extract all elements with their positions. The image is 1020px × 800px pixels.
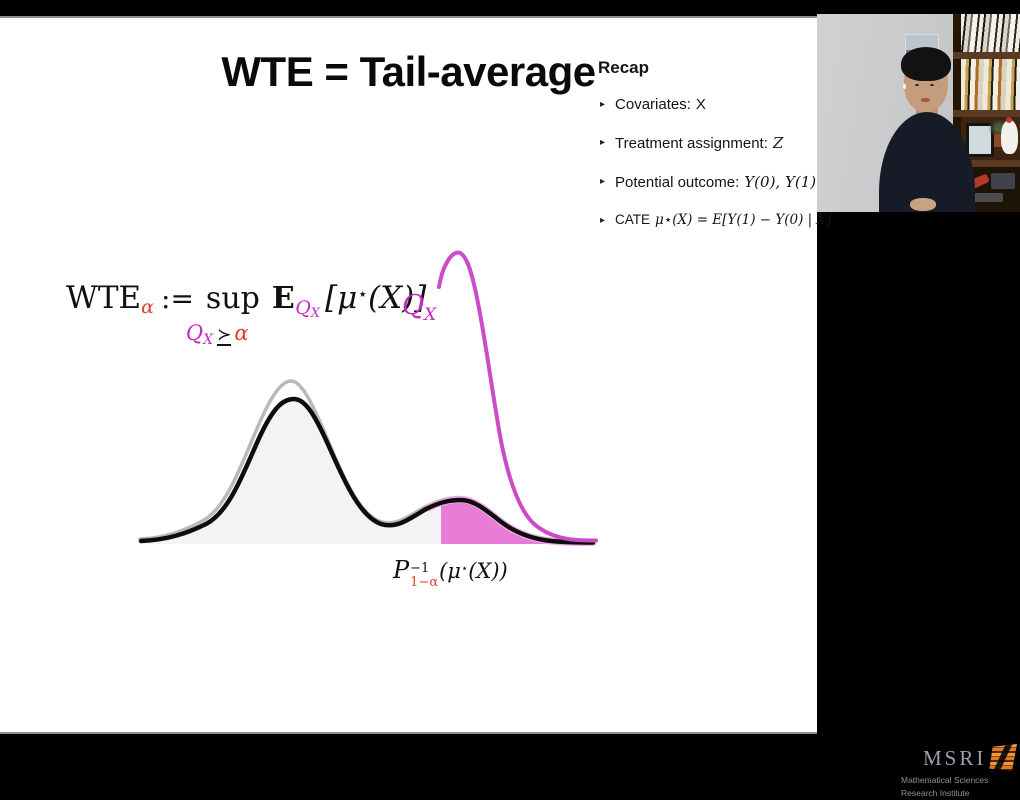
recap-bullet-potential-outcome: ▸ Potential outcome: Y(0), Y(1) [598, 173, 822, 191]
formula-assign: := [161, 282, 194, 315]
shelf-board [953, 110, 1020, 117]
bookshelf-decor-row [961, 117, 1020, 160]
wte-definition-formula: WTEα := sup QX ≻ α EQX [μ⋆(X)] [66, 280, 427, 348]
presenter-mouth [921, 98, 930, 102]
rooster-figurine [1001, 117, 1018, 154]
bullet-text: Covariates: X [615, 96, 706, 113]
plant-pot [994, 134, 1004, 147]
bullet-triangle-icon: ▸ [600, 176, 606, 187]
bullet-triangle-icon: ▸ [600, 99, 606, 110]
bullet-text: CATE μ⋆(X) = E[Y(1) − Y(0) | X] [615, 212, 832, 228]
bullet-text: Potential outcome: Y(0), Y(1) [615, 173, 817, 191]
presenter-eye [915, 84, 919, 86]
formula-alpha-subscript: α [141, 296, 155, 318]
bookshelf-books-middle [961, 59, 1020, 110]
quantile-threshold-label: P −1 1−α (μ⋆(X)) [393, 556, 508, 590]
density-body-fill [141, 399, 441, 544]
presentation-slide: WTE = Tail-average Recap ▸ Covariates: X … [0, 16, 831, 734]
presenter-hands [910, 198, 936, 211]
earbud [903, 84, 906, 89]
msri-logo-row: MSRI [901, 744, 1017, 772]
expectation-argument: [μ⋆(X)] [325, 280, 427, 316]
msri-subtitle: Mathematical Sciences Research Institute [901, 775, 989, 799]
shelf-board [953, 160, 1020, 167]
recap-heading: Recap [598, 58, 650, 77]
sup-constraint: QX ≻ α [185, 321, 249, 348]
sup-operator: sup [205, 281, 260, 316]
shelf-item [991, 173, 1015, 189]
presenter-hair [901, 47, 951, 81]
covariate-density-curve [138, 396, 596, 545]
sup-operator-block: sup QX ≻ α [186, 280, 260, 348]
slide-title: WTE = Tail-average [221, 48, 596, 95]
recap-panel: Recap ▸ Covariates: X ▸ Treatment assignm… [598, 58, 831, 228]
bullet-text: Treatment assignment: Z [615, 134, 784, 152]
qx-curve-label: QX [402, 290, 437, 325]
quantile-argument: (μ⋆(X)) [439, 559, 508, 583]
recap-bullet-treatment: ▸ Treatment assignment: Z [598, 134, 822, 152]
presenter-eye [930, 84, 934, 86]
expectation-subscript: QX [295, 297, 321, 321]
succeq-symbol: ≻ [217, 325, 232, 346]
formula-head: WTE [66, 280, 142, 316]
bullet-triangle-icon: ▸ [600, 215, 606, 226]
recap-bullet-covariates: ▸ Covariates: X [598, 96, 822, 113]
msri-logo: MSRI Mathematical Sciences Research Inst… [901, 744, 1017, 800]
msri-wordmark: MSRI [923, 745, 987, 770]
density-plot [138, 250, 598, 546]
recap-bullet-cate: ▸ CATE μ⋆(X) = E[Y(1) − Y(0) | X] [598, 212, 831, 228]
shelf-item [963, 193, 1003, 202]
bookshelf-books-top [961, 14, 1020, 52]
qx-distribution-curve [437, 250, 598, 543]
shelf-board [953, 52, 1020, 59]
expectation-symbol: E [271, 281, 296, 316]
alpha-tail-fill [441, 500, 593, 544]
msri-emblem-icon [989, 744, 1017, 771]
quantile-supsub: −1 1−α [410, 560, 439, 590]
bullet-triangle-icon: ▸ [600, 137, 606, 148]
presenter-webcam-video [817, 14, 1020, 212]
